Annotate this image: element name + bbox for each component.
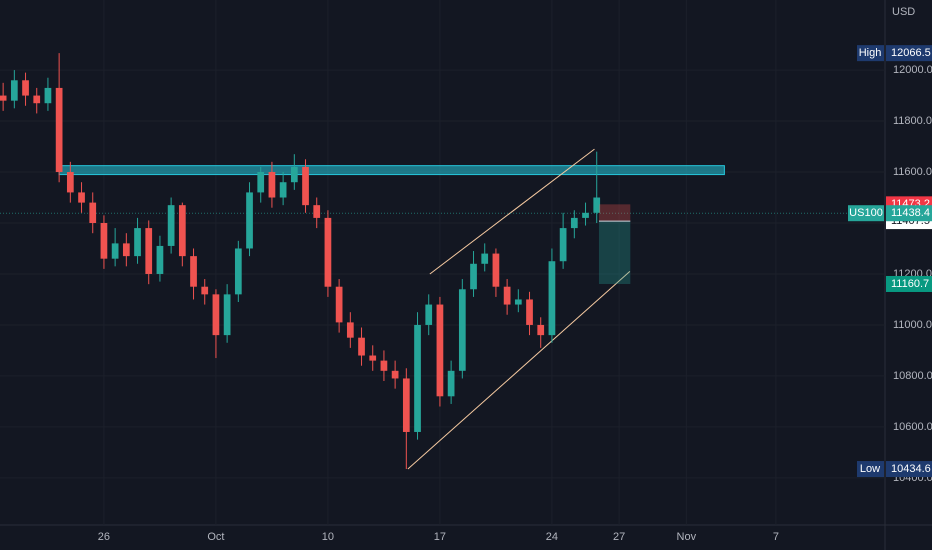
candle-body bbox=[593, 197, 601, 213]
candle-body bbox=[570, 217, 578, 229]
candle-body bbox=[447, 370, 455, 397]
currency: USD bbox=[892, 6, 915, 18]
x-tick-label: 10 bbox=[322, 531, 334, 543]
x-tick-label: 17 bbox=[434, 531, 446, 543]
marker-value: 12066.5 bbox=[891, 47, 931, 59]
candle-body bbox=[313, 205, 321, 218]
candle-body bbox=[167, 205, 175, 246]
y-tick-label: 11600.0 bbox=[893, 166, 932, 178]
candle-body bbox=[212, 294, 220, 336]
x-tick-label: 27 bbox=[613, 531, 625, 543]
candle-body bbox=[414, 324, 421, 432]
candle-body bbox=[290, 166, 298, 183]
x-tick-label: 24 bbox=[546, 531, 558, 543]
candle-body bbox=[402, 378, 410, 432]
candle-body bbox=[458, 289, 466, 371]
candle-body bbox=[559, 228, 567, 262]
candle-body bbox=[100, 222, 108, 259]
candle-body bbox=[145, 228, 153, 274]
target-value: 11160.7 bbox=[891, 278, 929, 290]
candle-body bbox=[380, 360, 388, 371]
symbol-label: US100 bbox=[849, 207, 883, 219]
candle-body bbox=[324, 217, 332, 287]
candle-body bbox=[78, 192, 85, 203]
candle-body bbox=[234, 248, 242, 295]
candle-body bbox=[481, 253, 489, 264]
candle-body bbox=[89, 202, 97, 223]
x-tick-label: 26 bbox=[98, 531, 110, 543]
y-tick-label: 10600.0 bbox=[893, 421, 932, 433]
marker-value: 10434.6 bbox=[891, 463, 931, 475]
candle-body bbox=[66, 172, 74, 193]
marker-label: High bbox=[859, 47, 882, 59]
candle-body bbox=[201, 286, 209, 295]
candle-body bbox=[44, 87, 52, 104]
candle-body bbox=[503, 286, 511, 305]
x-tick-label: 7 bbox=[773, 531, 779, 543]
y-tick-label: 11000.0 bbox=[893, 319, 932, 331]
candle-body bbox=[436, 304, 444, 397]
x-tick-label: Nov bbox=[677, 531, 697, 543]
candle-body bbox=[33, 95, 41, 104]
candle-body bbox=[178, 205, 186, 257]
y-tick-label: 12000.0 bbox=[893, 64, 932, 76]
marker-tag bbox=[886, 461, 932, 478]
candle-body bbox=[122, 243, 130, 257]
candle-body bbox=[190, 256, 197, 287]
marker-label-bg bbox=[857, 461, 884, 478]
candle-body bbox=[514, 299, 522, 305]
candle-body bbox=[268, 172, 276, 198]
y-tick-label: 11800.0 bbox=[893, 115, 932, 127]
candle-body bbox=[425, 304, 433, 325]
candle-body bbox=[10, 80, 18, 101]
candle-body bbox=[156, 245, 164, 274]
candle-body bbox=[537, 324, 545, 336]
candle-body bbox=[302, 166, 309, 206]
candle-body bbox=[335, 286, 343, 323]
candle-body bbox=[391, 370, 399, 379]
candle-body bbox=[246, 192, 253, 249]
candle-body bbox=[257, 172, 265, 193]
target-tag bbox=[886, 275, 932, 292]
candle-body bbox=[279, 182, 287, 198]
candle-body bbox=[22, 80, 29, 96]
target-zone bbox=[598, 221, 631, 284]
stop-zone bbox=[598, 204, 631, 222]
candle-body bbox=[582, 212, 589, 218]
channel-line bbox=[407, 271, 631, 470]
candle-body bbox=[0, 95, 7, 101]
candle-body bbox=[548, 261, 556, 336]
marker-label: Low bbox=[860, 463, 880, 475]
candle-body bbox=[55, 87, 63, 173]
y-tick-label: 10800.0 bbox=[893, 370, 932, 382]
channel-line bbox=[429, 148, 595, 275]
marker-label-bg bbox=[857, 45, 884, 62]
candle-body bbox=[492, 253, 500, 287]
candle-body bbox=[470, 263, 477, 290]
candle-body bbox=[134, 228, 141, 257]
candle-body bbox=[223, 294, 231, 336]
candle-body bbox=[111, 243, 119, 259]
candle-body bbox=[526, 299, 533, 325]
current-value: 11438.4 bbox=[891, 207, 930, 219]
candle-body bbox=[369, 355, 377, 361]
current-tag bbox=[886, 205, 932, 222]
x-tick-label: Oct bbox=[207, 531, 224, 543]
resistance-zone bbox=[58, 165, 725, 176]
symbol-label-bg bbox=[848, 205, 884, 222]
candle-body bbox=[346, 322, 354, 338]
candle-body bbox=[358, 337, 365, 356]
marker-tag bbox=[886, 45, 932, 62]
